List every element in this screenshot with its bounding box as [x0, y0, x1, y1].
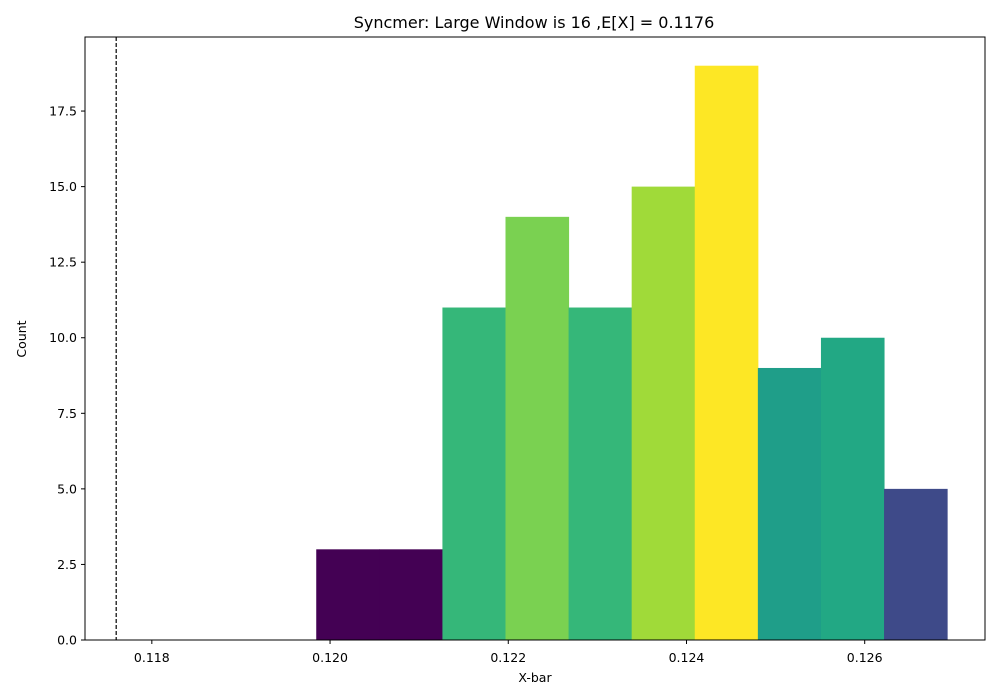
y-tick-label-2: 5.0 — [57, 481, 77, 496]
x-ticks-group: 0.118 0.120 0.122 0.124 0.126 — [134, 640, 883, 665]
y-tick-label-3: 7.5 — [57, 406, 77, 421]
histogram-bar-1 — [379, 549, 443, 640]
x-tick-label-0: 0.118 — [134, 650, 170, 665]
y-tick-label-1: 2.5 — [57, 557, 77, 572]
x-tick-label-2: 0.122 — [490, 650, 526, 665]
chart-title: Syncmer: Large Window is 16 ,E[X] = 0.11… — [354, 13, 715, 32]
x-tick-label-1: 0.120 — [312, 650, 348, 665]
histogram-bar-7 — [757, 367, 822, 640]
x-axis-label: X-bar — [518, 670, 552, 685]
y-tick-label-5: 12.5 — [49, 255, 77, 270]
y-tick-label-0: 0.0 — [57, 633, 77, 648]
x-tick-label-4: 0.126 — [847, 650, 883, 665]
histogram-bar-0 — [316, 549, 380, 640]
histogram-bar-4 — [568, 307, 633, 640]
histogram-bar-3 — [505, 216, 570, 640]
histogram-bar-5 — [631, 186, 696, 640]
y-tick-label-4: 10.0 — [49, 330, 77, 345]
y-axis-label: Count — [14, 320, 29, 357]
y-tick-label-6: 15.0 — [49, 179, 77, 194]
histogram-bar-2 — [442, 307, 507, 640]
histogram-bar-8 — [820, 337, 885, 640]
bars-group — [316, 65, 948, 640]
y-tick-label-7: 17.5 — [49, 104, 77, 119]
histogram-bar-6 — [694, 65, 759, 640]
plot-frame — [84, 36, 986, 641]
histogram-bar-9 — [884, 488, 948, 640]
y-ticks-group: 0.0 2.5 5.0 7.5 10.0 12.5 15.0 17.5 — [49, 104, 85, 648]
x-tick-label-3: 0.124 — [669, 650, 705, 665]
